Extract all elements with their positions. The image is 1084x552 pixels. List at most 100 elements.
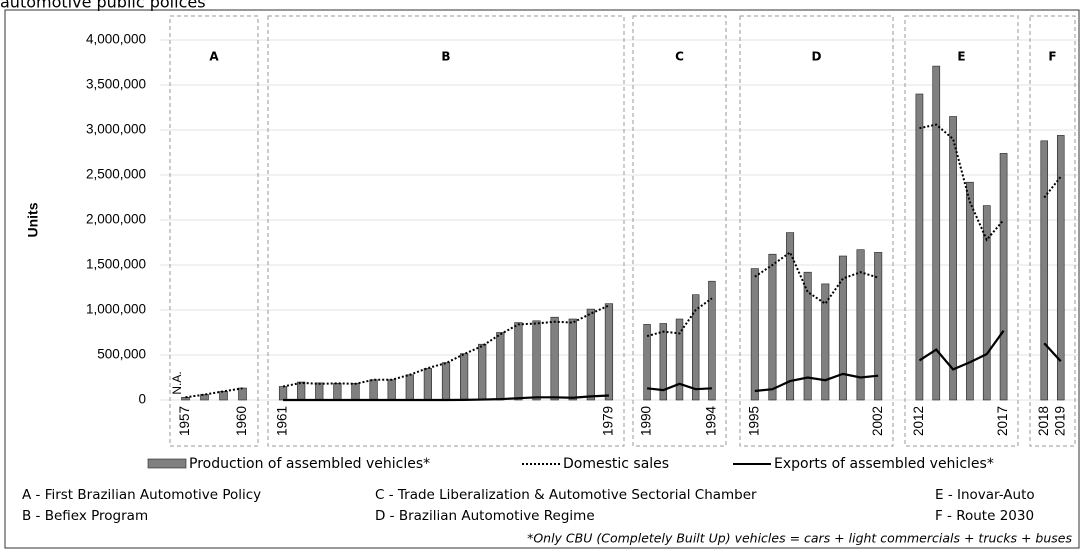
series-line xyxy=(1043,342,1062,363)
bar xyxy=(856,249,865,401)
bar xyxy=(999,153,1008,401)
bar xyxy=(478,343,487,401)
bar xyxy=(333,383,342,401)
y-tick-label: 500,000 xyxy=(97,347,146,362)
bar xyxy=(278,386,288,401)
bar xyxy=(568,318,577,401)
series-line xyxy=(282,304,610,388)
bar xyxy=(786,232,795,401)
x-tick-label: 1957 xyxy=(177,406,192,436)
legend-label: Production of assembled vehicles* xyxy=(189,456,430,472)
y-axis-label: Units xyxy=(25,202,41,237)
x-tick-label: 1961 xyxy=(275,406,290,436)
bar xyxy=(219,391,228,401)
bar xyxy=(949,116,957,401)
x-tick-label: 1960 xyxy=(234,406,249,436)
annotation: N.A. xyxy=(170,371,184,394)
legend-swatch xyxy=(147,458,187,469)
bar xyxy=(803,271,812,401)
x-tick-label: 2018 xyxy=(1036,406,1051,436)
x-tick-label: 2012 xyxy=(911,406,926,436)
bar xyxy=(514,322,523,401)
x-tick-label: 2017 xyxy=(995,406,1010,436)
bar xyxy=(691,294,700,401)
bar xyxy=(550,316,559,401)
bar xyxy=(932,65,941,401)
bar xyxy=(441,362,451,401)
panel-description: E - Inovar-Auto xyxy=(935,487,1035,503)
bar xyxy=(1056,135,1065,401)
chart-title: automotive public polices xyxy=(0,0,206,12)
panel-box xyxy=(739,15,894,447)
x-tick-label: 1990 xyxy=(639,406,654,436)
bar xyxy=(821,283,830,401)
y-tick-label: 2,000,000 xyxy=(86,212,146,227)
bar xyxy=(496,332,505,401)
x-tick-label: 2019 xyxy=(1052,406,1067,436)
panel-letter: B xyxy=(441,50,450,64)
bar xyxy=(405,374,414,401)
bar xyxy=(768,253,777,401)
footnote: *Only CBU (Completely Built Up) vehicles… xyxy=(527,531,1072,546)
y-tick-label: 2,500,000 xyxy=(86,167,146,182)
panel-description: B - Befiex Program xyxy=(22,508,148,524)
y-tick-label: 4,000,000 xyxy=(86,32,146,47)
bar xyxy=(351,383,360,401)
y-tick-label: 1,500,000 xyxy=(86,257,146,272)
bar xyxy=(874,252,883,401)
series-line xyxy=(1043,176,1062,199)
panel-box xyxy=(904,15,1019,447)
bar xyxy=(915,93,924,401)
frame xyxy=(4,9,1080,549)
bar xyxy=(708,280,716,401)
y-tick-label: 1,000,000 xyxy=(86,302,146,317)
x-tick-label: 1995 xyxy=(746,406,761,436)
bar xyxy=(643,324,651,401)
bar xyxy=(387,379,396,401)
bar xyxy=(532,320,541,401)
bar xyxy=(659,323,668,401)
series-line xyxy=(918,330,1005,371)
series-line xyxy=(754,250,879,306)
panel-letter: F xyxy=(1048,50,1056,64)
bar xyxy=(1040,140,1049,401)
series-line xyxy=(919,123,1005,242)
series-line xyxy=(283,394,610,402)
panel-box xyxy=(632,15,727,447)
panel-box xyxy=(1029,15,1076,447)
panel-box xyxy=(169,15,259,447)
panel-description: F - Route 2030 xyxy=(935,508,1034,524)
x-tick-label: 1994 xyxy=(703,406,718,437)
bar xyxy=(966,181,974,401)
panel-box xyxy=(267,15,625,447)
bar xyxy=(586,308,595,401)
bar xyxy=(423,368,432,401)
bar xyxy=(838,255,847,401)
legend-label: Exports of assembled vehicles* xyxy=(774,456,994,472)
x-tick-label: 1979 xyxy=(601,406,616,436)
bar xyxy=(604,303,614,401)
bar xyxy=(369,379,378,401)
series-line xyxy=(646,297,713,338)
panel-description: D - Brazilian Automotive Regime xyxy=(375,508,595,524)
x-tick-label: 2002 xyxy=(870,406,885,436)
series-line xyxy=(185,387,243,399)
bar xyxy=(238,387,247,401)
bar xyxy=(982,205,991,401)
bar xyxy=(460,353,469,401)
bar xyxy=(675,318,684,401)
panel-description: A - First Brazilian Automotive Policy xyxy=(22,487,261,503)
series-line xyxy=(754,372,879,393)
legend-label: Domestic sales xyxy=(563,456,669,472)
panel-letter: D xyxy=(812,50,822,64)
series-line xyxy=(646,382,712,392)
bar xyxy=(200,394,209,401)
y-tick-label: 3,000,000 xyxy=(86,122,146,137)
bar xyxy=(297,381,306,401)
panel-description: C - Trade Liberalization & Automotive Se… xyxy=(375,487,757,503)
panel-letter: A xyxy=(209,50,219,64)
bar xyxy=(315,382,324,401)
panel-letter: C xyxy=(675,50,684,64)
panel-letter: E xyxy=(957,50,965,64)
